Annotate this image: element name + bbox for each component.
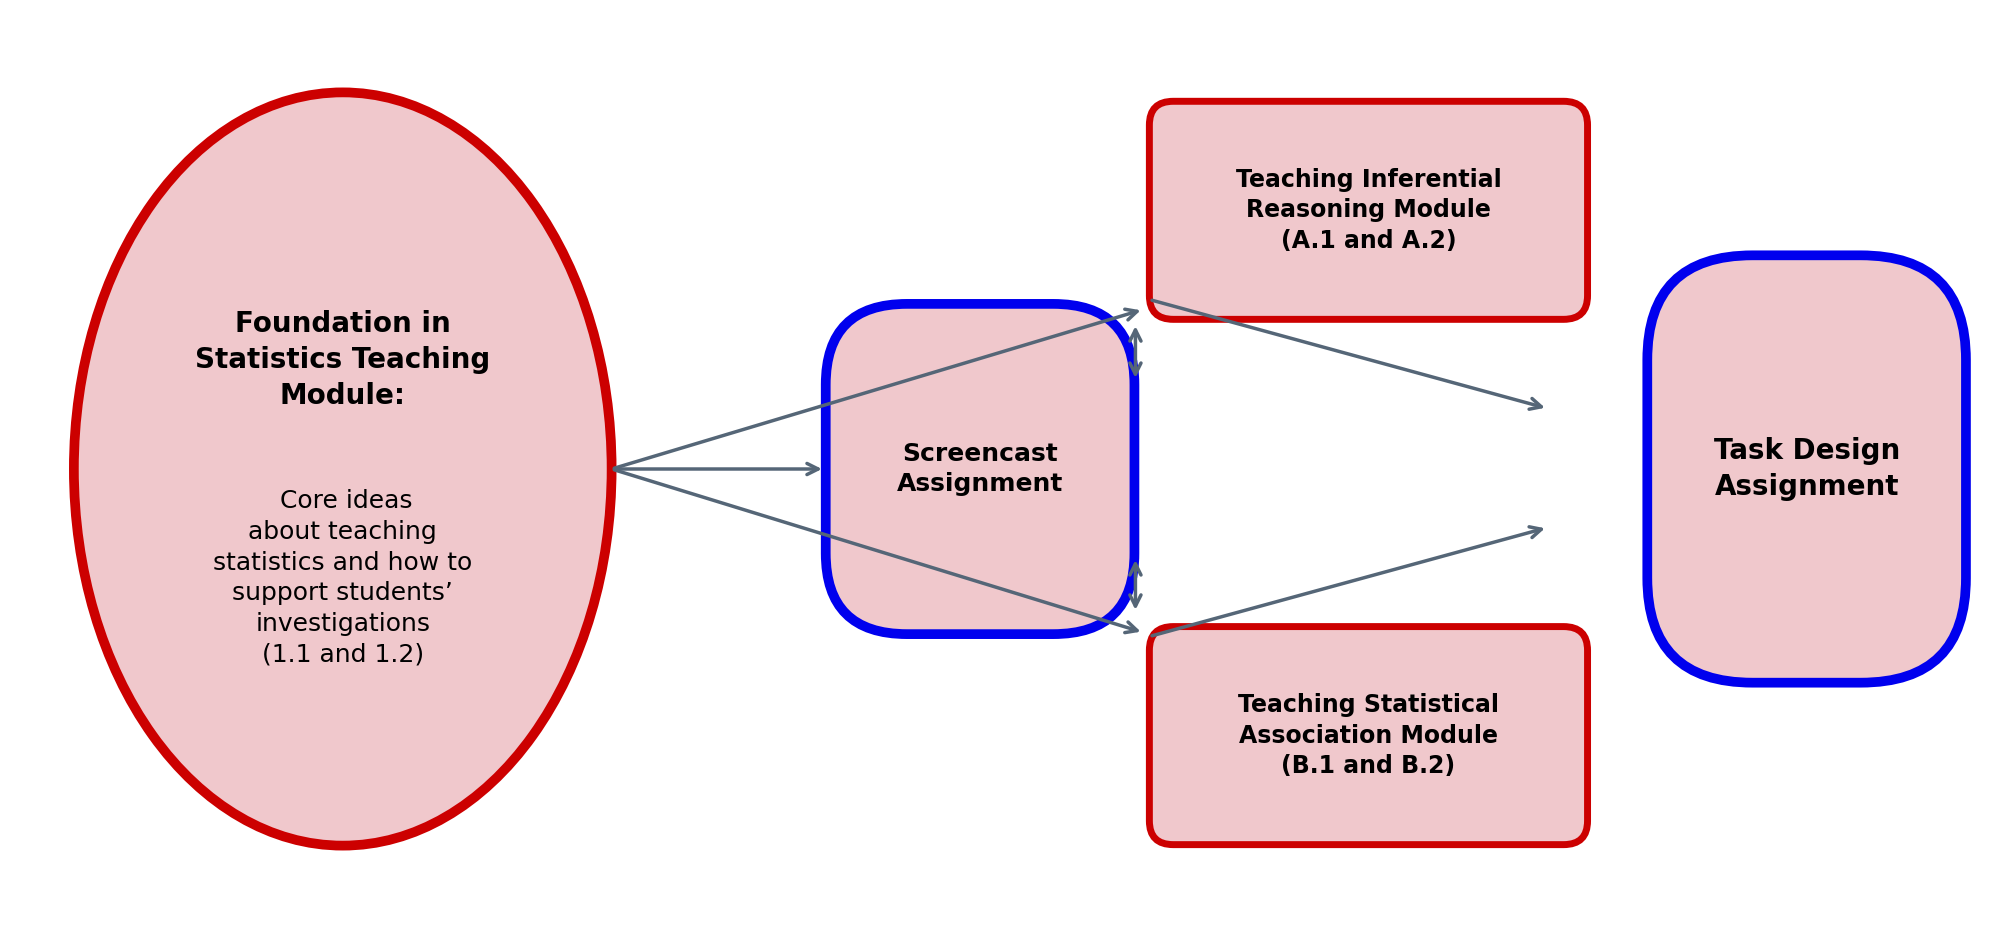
Text: Core ideas
about teaching
statistics and how to
support students’
investigations: Core ideas about teaching statistics and… (214, 490, 472, 667)
Text: Task Design
Assignment: Task Design Assignment (1714, 437, 1900, 501)
FancyBboxPatch shape (1648, 255, 1966, 683)
Ellipse shape (74, 92, 612, 846)
FancyBboxPatch shape (1150, 627, 1588, 844)
Text: Foundation in
Statistics Teaching
Module:: Foundation in Statistics Teaching Module… (196, 310, 490, 410)
FancyBboxPatch shape (826, 304, 1134, 634)
Text: Teaching Inferential
Reasoning Module
(A.1 and A.2): Teaching Inferential Reasoning Module (A… (1236, 168, 1502, 253)
Text: Screencast
Assignment: Screencast Assignment (896, 442, 1064, 496)
FancyBboxPatch shape (1150, 101, 1588, 319)
Text: Teaching Statistical
Association Module
(B.1 and B.2): Teaching Statistical Association Module … (1238, 693, 1498, 779)
